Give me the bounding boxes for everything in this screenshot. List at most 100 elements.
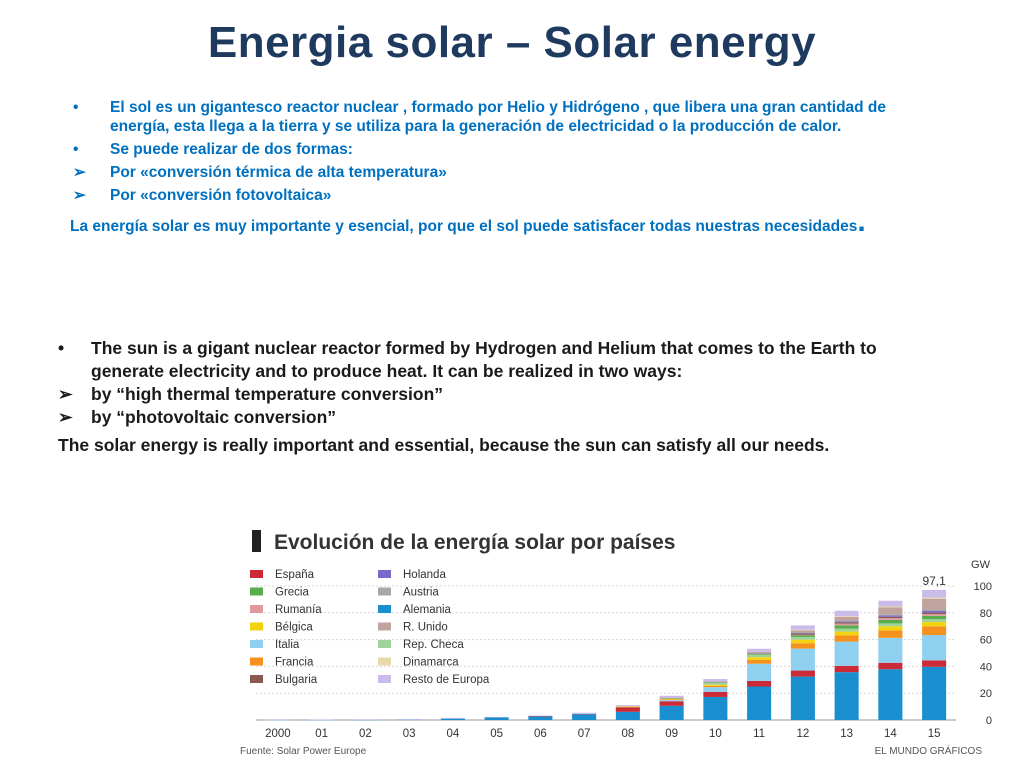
arrow-bullet-icon: ➢ — [73, 187, 86, 204]
bar-segment — [747, 659, 772, 664]
bar-segment — [747, 651, 772, 654]
bar-segment — [615, 711, 640, 720]
bar-segment — [790, 629, 815, 631]
bar-segment — [790, 633, 815, 634]
bar-segment — [747, 680, 772, 687]
bar-segment — [703, 678, 728, 682]
bar-segment — [922, 609, 947, 611]
bar-segment — [790, 636, 815, 640]
bar-segment — [790, 648, 815, 671]
arrow-item: ➢ Por «conversión térmica de alta temper… — [70, 163, 930, 182]
bar-segment — [878, 615, 903, 617]
bar-segment — [878, 614, 903, 616]
english-closing: The solar energy is really important and… — [58, 431, 918, 459]
y-axis-label: GW — [971, 559, 991, 571]
bar-segment — [878, 623, 903, 627]
bar-segment — [265, 719, 290, 721]
bar-segment — [922, 614, 947, 616]
arrow-item: ➢ by “photovoltaic conversion” — [58, 406, 918, 429]
bar-segment — [790, 633, 815, 635]
bar-segment — [397, 719, 422, 720]
bar-segment — [834, 621, 859, 623]
bar-segment — [703, 685, 728, 688]
bullet-item: • Se puede realizar de dos formas: — [70, 140, 930, 159]
bar-segment — [878, 616, 903, 619]
solar-energy-chart: Evolución de la energía solar por países… — [240, 530, 992, 757]
bar-segment — [834, 641, 859, 666]
english-arrow-1: by “high thermal temperature conversion” — [91, 384, 444, 404]
legend-swatch — [378, 570, 391, 578]
y-tick-label: 40 — [980, 661, 992, 673]
bar-segment — [922, 619, 947, 623]
bar-segment — [615, 705, 640, 707]
spanish-closing: La energía solar es muy importante y ese… — [70, 207, 930, 245]
bar-segment — [878, 606, 903, 608]
legend-swatch — [378, 640, 391, 648]
bar-segment — [615, 707, 640, 712]
bar-segment — [922, 622, 947, 627]
x-tick-label: 05 — [490, 728, 503, 740]
spanish-bullet-1: El sol es un gigantesco reactor nuclear … — [110, 99, 887, 135]
legend-swatch — [378, 657, 391, 666]
legend-label: Alemania — [403, 604, 452, 616]
spanish-closing-period: . — [857, 205, 866, 238]
bar-segment — [878, 619, 903, 624]
spanish-bullet-2: Se puede realizar de dos formas: — [110, 141, 353, 158]
bar-segment — [878, 630, 903, 638]
bar-segment — [747, 653, 772, 654]
bar-segment — [615, 706, 640, 708]
bar-segment — [703, 691, 728, 697]
bar-segment — [572, 712, 597, 714]
legend-swatch — [378, 605, 391, 613]
bar-segment — [922, 635, 947, 661]
legend-swatch — [250, 605, 263, 613]
bar-segment — [790, 634, 815, 636]
bar-segment — [659, 701, 684, 706]
bar-segment — [878, 669, 903, 720]
x-tick-label: 13 — [840, 728, 853, 740]
bar-segment — [440, 718, 465, 719]
bar-segment — [922, 666, 947, 720]
bar-segment — [834, 623, 859, 626]
bar-segment — [878, 626, 903, 631]
bar-segment — [703, 684, 728, 686]
legend-label: Francia — [275, 657, 314, 669]
bar-segment — [528, 715, 553, 717]
arrow-bullet-icon: ➢ — [58, 407, 73, 427]
bar-segment — [353, 719, 378, 720]
legend-label: España — [275, 569, 315, 581]
x-tick-label: 03 — [403, 728, 416, 740]
spanish-text-block: • El sol es un gigantesco reactor nuclea… — [70, 98, 930, 245]
x-tick-label: 11 — [753, 728, 765, 740]
bar-segment — [703, 687, 728, 692]
arrow-item: ➢ Por «conversión fotovoltaica» — [70, 186, 930, 205]
bar-segment — [528, 716, 553, 720]
bar-segment — [659, 698, 684, 700]
x-tick-label: 06 — [534, 728, 547, 740]
spanish-arrow-2: Por «conversión fotovoltaica» — [110, 187, 332, 204]
bar-segment — [878, 637, 903, 663]
bar-segment — [878, 618, 903, 620]
y-tick-label: 0 — [986, 715, 992, 727]
bar-segment — [922, 612, 947, 615]
legend-swatch — [250, 587, 263, 596]
english-arrow-2: by “photovoltaic conversion” — [91, 407, 337, 427]
bullet-item: • The sun is a gigant nuclear reactor fo… — [58, 337, 918, 383]
bar-segment — [834, 635, 859, 642]
bar-segment — [747, 654, 772, 658]
bar-segment — [922, 610, 947, 613]
bar-segment — [528, 715, 553, 717]
bar-segment — [834, 622, 859, 624]
bar-segment — [659, 699, 684, 702]
bar-segment — [659, 695, 684, 698]
legend-label: Rumanía — [275, 604, 322, 616]
legend-label: Resto de Europa — [403, 674, 490, 686]
bar-segment — [790, 676, 815, 720]
bar-segment — [922, 660, 947, 667]
bar-segment — [747, 648, 772, 652]
x-tick-label: 10 — [709, 728, 722, 740]
bar-segment — [790, 670, 815, 677]
bullet-dot-icon: • — [73, 141, 79, 158]
bar-segment — [703, 696, 728, 720]
y-tick-label: 60 — [980, 635, 992, 647]
